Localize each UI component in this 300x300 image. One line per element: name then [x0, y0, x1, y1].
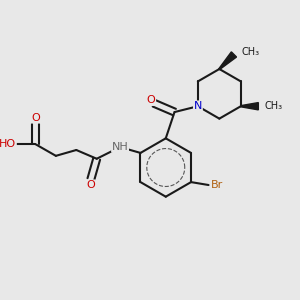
Text: O: O — [147, 95, 155, 105]
Text: CH₃: CH₃ — [264, 101, 282, 111]
Text: Br: Br — [211, 180, 224, 190]
Polygon shape — [219, 52, 236, 69]
Text: HO: HO — [0, 139, 16, 149]
Text: O: O — [31, 113, 40, 123]
Text: N: N — [194, 101, 202, 111]
Text: N: N — [194, 101, 202, 111]
Polygon shape — [241, 103, 258, 110]
Text: CH₃: CH₃ — [241, 46, 260, 56]
Text: O: O — [86, 180, 95, 190]
Text: NH: NH — [112, 142, 128, 152]
